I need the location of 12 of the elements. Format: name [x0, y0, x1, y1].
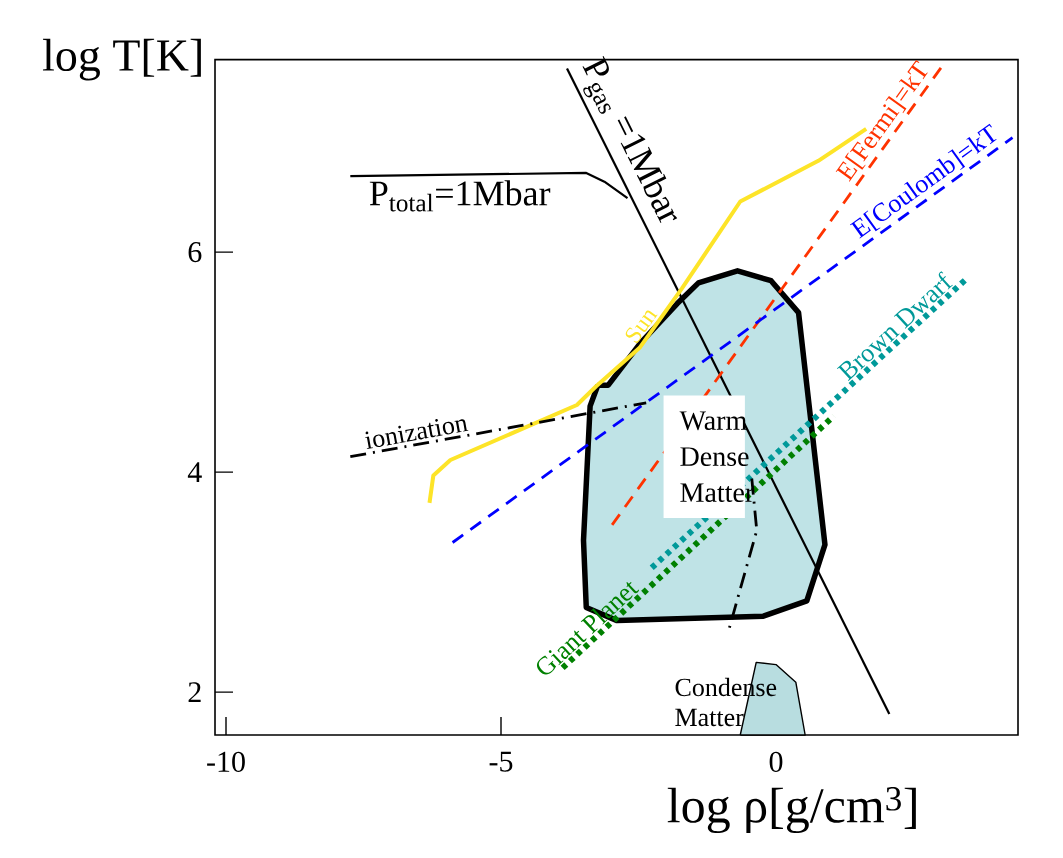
x-tick-label: -10	[207, 751, 245, 772]
text: ionization	[365, 418, 469, 450]
series-label: P$_{total}$=1Mbar	[369, 180, 551, 212]
y-tick-label: 2	[188, 682, 201, 703]
text: P$_{gas}$ =1Mbar	[582, 55, 678, 224]
y-tick-label: 6	[188, 242, 202, 263]
y-axis-title: log T[K]	[42, 38, 201, 81]
x-tick-label: -5	[489, 751, 513, 772]
text: Sun	[625, 310, 658, 344]
x-tick-label: 0	[769, 751, 783, 772]
y-tick-label: 4	[187, 462, 202, 482]
x-axis-title: log ρ[g/cm$^{3}$]	[667, 787, 916, 834]
